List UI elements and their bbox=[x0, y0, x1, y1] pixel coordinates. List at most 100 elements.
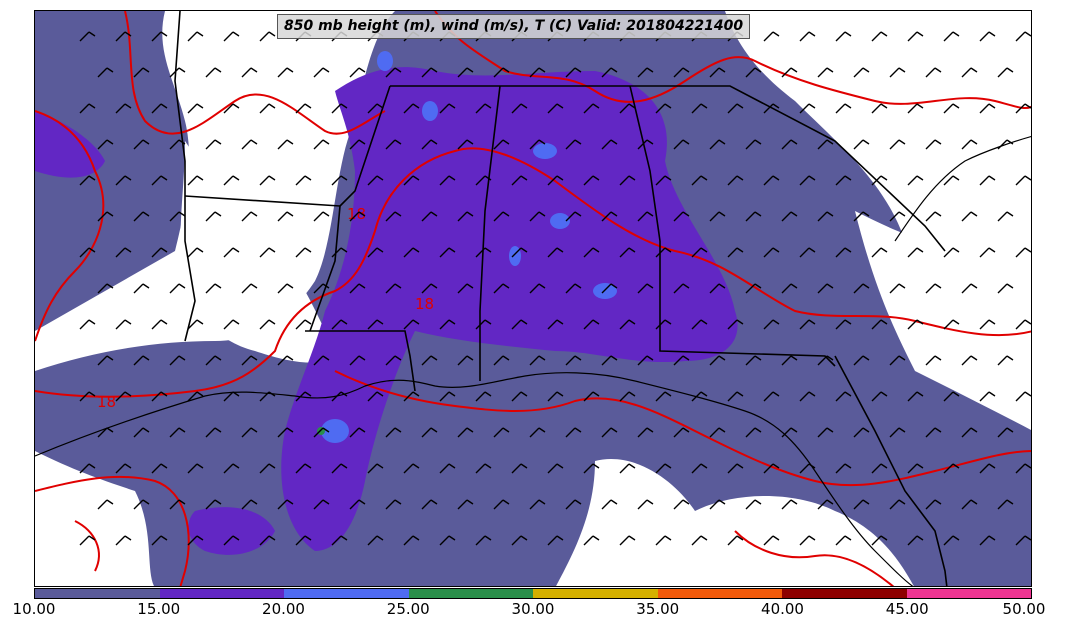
wind-barb bbox=[331, 103, 348, 114]
wind-barb bbox=[79, 463, 96, 474]
wind-barb bbox=[79, 391, 96, 402]
wind-barb bbox=[511, 247, 528, 258]
wind-barb bbox=[223, 319, 240, 330]
wind-barb bbox=[655, 175, 672, 186]
wind-barb bbox=[583, 463, 600, 474]
wind-barb bbox=[745, 427, 762, 438]
wind-barb bbox=[475, 319, 492, 330]
wind-barb bbox=[655, 463, 672, 474]
wind-barb bbox=[151, 391, 168, 402]
wind-barb bbox=[205, 427, 222, 438]
wind-barb bbox=[439, 103, 456, 114]
wind-barb bbox=[817, 355, 834, 366]
wind-barb bbox=[1015, 175, 1031, 186]
wind-barb bbox=[205, 67, 222, 78]
wind-barb bbox=[1015, 391, 1031, 402]
wind-barb bbox=[835, 175, 852, 186]
wind-barb bbox=[817, 67, 834, 78]
wind-barb bbox=[457, 211, 474, 222]
wind-barb bbox=[115, 31, 132, 42]
wind-barb bbox=[133, 427, 150, 438]
wind-barb bbox=[601, 355, 618, 366]
wind-barb bbox=[169, 211, 186, 222]
wind-barb bbox=[979, 247, 996, 258]
wind-barb bbox=[871, 175, 888, 186]
wind-barb bbox=[385, 283, 402, 294]
wind-barb bbox=[511, 391, 528, 402]
map-panel: 18 18 18 bbox=[34, 10, 1032, 587]
wind-barb bbox=[871, 103, 888, 114]
wind-barb bbox=[115, 247, 132, 258]
wind-barb bbox=[133, 355, 150, 366]
wind-barb bbox=[475, 247, 492, 258]
wind-barb bbox=[799, 103, 816, 114]
wind-barb bbox=[151, 247, 168, 258]
wind-barb bbox=[133, 211, 150, 222]
wind-barb bbox=[115, 535, 132, 546]
wind-barb bbox=[313, 67, 330, 78]
wind-barb bbox=[277, 67, 294, 78]
wind-barb bbox=[727, 175, 744, 186]
wind-barb bbox=[169, 499, 186, 510]
wind-barb bbox=[997, 139, 1014, 150]
wind-barb bbox=[205, 499, 222, 510]
wind-barb bbox=[979, 463, 996, 474]
wind-barb bbox=[709, 427, 726, 438]
wind-barb bbox=[439, 175, 456, 186]
wind-barb bbox=[637, 67, 654, 78]
wind-barb bbox=[493, 499, 510, 510]
wind-barb bbox=[619, 463, 636, 474]
colorbar-tick-label: 30.00 bbox=[511, 600, 555, 618]
wind-barb bbox=[691, 535, 708, 546]
wind-barb bbox=[421, 355, 438, 366]
wind-barb bbox=[871, 463, 888, 474]
wind-barb bbox=[457, 499, 474, 510]
wind-barb bbox=[241, 283, 258, 294]
wind-barb bbox=[655, 319, 672, 330]
wind-barb bbox=[781, 355, 798, 366]
wind-barb bbox=[115, 319, 132, 330]
wind-barb bbox=[673, 355, 690, 366]
wind-barb bbox=[79, 319, 96, 330]
wind-barb bbox=[691, 175, 708, 186]
wind-barb bbox=[151, 103, 168, 114]
wind-barb bbox=[367, 535, 384, 546]
wind-barb bbox=[907, 319, 924, 330]
wind-barb bbox=[97, 499, 114, 510]
wind-barb bbox=[799, 535, 816, 546]
wind-barb bbox=[583, 535, 600, 546]
wind-barb bbox=[241, 427, 258, 438]
wind-barb bbox=[277, 355, 294, 366]
wind-speed-shading-25-30 bbox=[317, 427, 325, 435]
wind-barb bbox=[763, 31, 780, 42]
wind-barb bbox=[601, 139, 618, 150]
wind-barb bbox=[835, 31, 852, 42]
wind-barb bbox=[493, 139, 510, 150]
wind-barb bbox=[169, 283, 186, 294]
wind-barb bbox=[961, 355, 978, 366]
colorbar-tick-label: 40.00 bbox=[761, 600, 804, 618]
wind-barb bbox=[727, 463, 744, 474]
wind-barb bbox=[529, 355, 546, 366]
wind-barb bbox=[781, 67, 798, 78]
wind-barb bbox=[493, 427, 510, 438]
wind-barb bbox=[727, 247, 744, 258]
wind-barb bbox=[871, 31, 888, 42]
wind-barb bbox=[259, 391, 276, 402]
wind-barb bbox=[223, 31, 240, 42]
wind-barb bbox=[205, 355, 222, 366]
wind-barb bbox=[295, 103, 312, 114]
wind-barb bbox=[673, 139, 690, 150]
wind-barb bbox=[385, 427, 402, 438]
wind-barb bbox=[745, 139, 762, 150]
wind-barb bbox=[979, 103, 996, 114]
wind-barb bbox=[619, 535, 636, 546]
wind-barb bbox=[313, 283, 330, 294]
wind-barb bbox=[565, 427, 582, 438]
wind-barb bbox=[565, 211, 582, 222]
wind-barb bbox=[655, 247, 672, 258]
wind-barb bbox=[673, 67, 690, 78]
wind-barb bbox=[241, 211, 258, 222]
wind-barb bbox=[439, 319, 456, 330]
wind-barb bbox=[313, 139, 330, 150]
